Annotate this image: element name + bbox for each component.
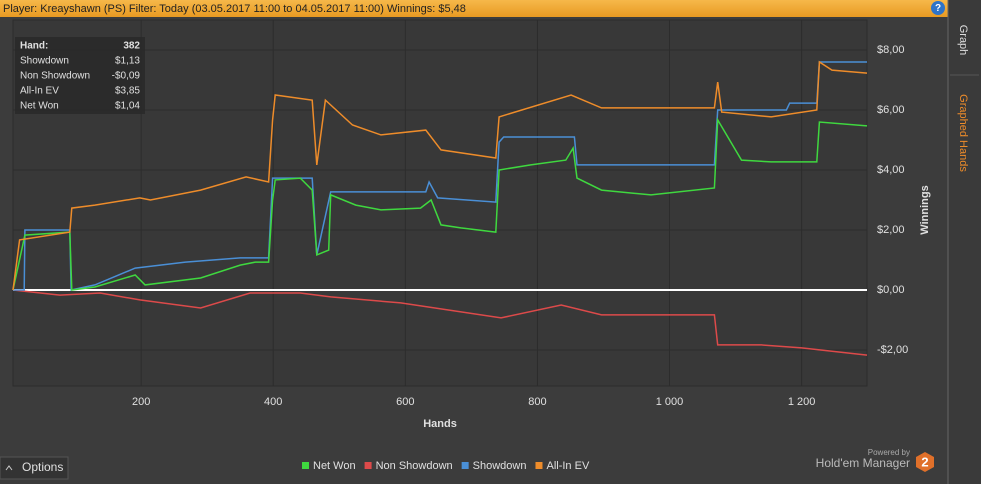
stats-value: $1,04 — [115, 101, 140, 112]
legend-swatch — [302, 462, 309, 469]
x-axis-label: Hands — [423, 418, 457, 430]
series-line — [13, 61, 867, 291]
legend-label: Non Showdown — [376, 460, 453, 472]
x-tick-label: 600 — [396, 396, 414, 408]
legend-label: Showdown — [473, 460, 527, 472]
header-bar — [0, 0, 948, 17]
legend: Net Won Non Showdown Showdown All-In EV — [302, 460, 590, 472]
y-axis-label: Winnings — [919, 185, 931, 234]
product-name: Hold'em Manager — [816, 456, 910, 470]
stats-value: $1,13 — [115, 56, 140, 67]
y-tick-label: $4,00 — [877, 164, 905, 176]
stats-label: Non Showdown — [20, 71, 90, 82]
stats-bg — [15, 37, 145, 114]
legend-label: Net Won — [313, 460, 356, 472]
y-tick-label: -$2,00 — [877, 344, 908, 356]
series-line — [12, 60, 868, 291]
powered-by: Powered by — [868, 448, 910, 457]
y-tick-label: $2,00 — [877, 224, 905, 236]
stats-box: Hand: 382 Showdown $1,13 Non Showdown -$0,09 A… — [15, 37, 145, 114]
options-button[interactable] — [0, 456, 69, 480]
stats-label: All-In EV — [20, 86, 59, 97]
legend-label: All-In EV — [546, 460, 589, 472]
plot — [12, 20, 868, 386]
tab-graph[interactable]: Graph — [957, 25, 969, 56]
stats-value: $3,85 — [115, 86, 140, 97]
stats-value: -$0,09 — [112, 71, 141, 82]
logo-label: 2 — [921, 454, 928, 469]
x-tick-label: 1 000 — [656, 396, 684, 408]
y-tick-label: $0,00 — [877, 284, 905, 296]
x-tick-label: 400 — [264, 396, 282, 408]
x-tick-label: 1 200 — [788, 396, 816, 408]
help-label[interactable]: ? — [935, 3, 941, 14]
stats-label: Net Won — [20, 101, 59, 112]
series-line — [12, 289, 868, 356]
header-title: Player: Kreayshawn (PS) Filter: Today (0… — [3, 3, 466, 15]
x-tick-label: 200 — [132, 396, 150, 408]
series-line — [12, 117, 868, 291]
options-icon[interactable] — [5, 465, 13, 471]
legend-swatch — [461, 462, 469, 469]
stats-value: 382 — [123, 41, 140, 52]
plot-area — [12, 19, 868, 387]
stats-label: Showdown — [20, 56, 69, 67]
legend-swatch — [364, 462, 372, 469]
side-panel — [948, 0, 981, 484]
help-icon[interactable] — [931, 1, 945, 15]
legend-swatch — [535, 462, 543, 469]
tab-graphed-hands[interactable]: Graphed Hands — [957, 94, 969, 172]
options-label[interactable]: Options — [22, 460, 63, 474]
y-tick-label: $6,00 — [877, 104, 905, 116]
logo — [916, 452, 934, 472]
x-tick-label: 800 — [528, 396, 546, 408]
y-tick-label: $8,00 — [877, 44, 905, 56]
stats-label: Hand: — [20, 41, 48, 52]
